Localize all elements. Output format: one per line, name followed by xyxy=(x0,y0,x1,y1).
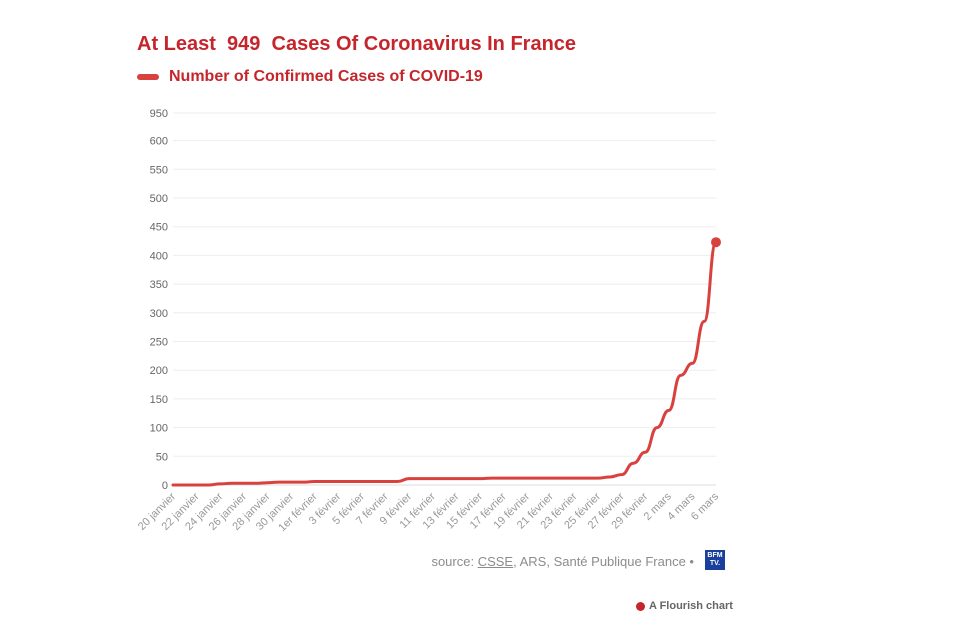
legend-swatch xyxy=(137,74,159,80)
y-tick-label: 200 xyxy=(150,365,168,377)
y-tick-label: 50 xyxy=(156,451,168,463)
line-chart: 0501001502002503003504004505005506009502… xyxy=(136,108,722,534)
last-point-marker xyxy=(711,237,721,248)
legend-label: Number of Confirmed Cases of COVID-19 xyxy=(169,68,483,85)
y-tick-label: 950 xyxy=(150,108,168,120)
source-link-csse[interactable]: CSSE xyxy=(477,554,514,569)
legend-item: Number of Confirmed Cases of COVID-19 xyxy=(137,68,483,86)
y-tick-label: 400 xyxy=(150,250,168,262)
y-tick-label: 550 xyxy=(150,164,168,176)
series-line xyxy=(171,240,718,487)
y-tick-label: 600 xyxy=(150,136,168,148)
y-tick-label: 500 xyxy=(150,193,168,205)
y-tick-label: 150 xyxy=(150,394,168,406)
y-tick-label: 0 xyxy=(162,480,168,492)
y-tick-label: 300 xyxy=(150,308,168,320)
flourish-credit[interactable]: A Flourish chart xyxy=(636,600,733,612)
x-tick-label: 6 mars xyxy=(689,490,722,523)
y-tick-label: 250 xyxy=(150,337,168,349)
chart-title: At Least 949 Cases Of Coronavirus In Fra… xyxy=(137,33,577,55)
y-tick-label: 100 xyxy=(150,423,168,435)
bfmtv-logo[interactable]: BFM TV. xyxy=(705,550,725,570)
y-tick-label: 450 xyxy=(150,222,168,234)
source-note: source: CSSE, ARS, Santé Publique France… xyxy=(431,554,694,569)
source-prefix: source: xyxy=(431,554,478,569)
source-rest: , ARS, Santé Publique France • xyxy=(513,554,694,569)
flourish-icon xyxy=(636,601,645,611)
y-tick-label: 350 xyxy=(150,279,168,291)
flourish-label: A Flourish chart xyxy=(649,600,733,612)
